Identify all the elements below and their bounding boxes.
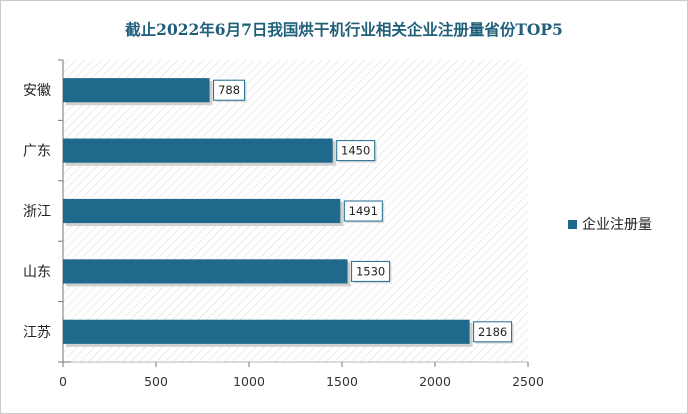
y-category-label: 山东 (23, 264, 51, 280)
x-tick-label: 1500 (326, 374, 358, 389)
bar (63, 78, 210, 103)
y-category-label: 浙江 (23, 204, 51, 220)
data-label-box (213, 79, 246, 101)
x-tick-label: 2000 (419, 374, 451, 389)
data-label: 788 (218, 83, 240, 97)
bar (63, 198, 341, 224)
data-label-box (343, 200, 383, 222)
x-tick-label: 2500 (512, 374, 544, 389)
y-category-label: 安徽 (23, 83, 51, 99)
x-tick-label: 1000 (233, 374, 265, 389)
bar (63, 138, 333, 163)
legend: 企业注册量 (568, 214, 652, 234)
data-label: 1450 (341, 144, 370, 158)
y-category-label: 广东 (23, 144, 51, 160)
bars (63, 78, 473, 347)
data-label: 1530 (356, 264, 385, 278)
data-label: 2186 (478, 325, 507, 339)
legend-swatch (568, 219, 577, 229)
data-label-box (473, 321, 513, 343)
chart-title: 截止2022年6月7日我国烘干机行业相关企业注册量省份TOP5 (125, 20, 563, 39)
data-label: 1491 (349, 204, 378, 218)
legend-label: 企业注册量 (582, 217, 652, 233)
data-label-box (351, 260, 391, 282)
x-tick-label: 0 (59, 374, 67, 389)
data-labels: 788 1450 1491 1530 2186 (213, 79, 514, 344)
x-tick-label: 500 (144, 374, 168, 389)
y-category-label: 江苏 (23, 325, 51, 341)
bar (63, 259, 348, 284)
bar (63, 319, 470, 344)
data-label-box (336, 140, 376, 162)
